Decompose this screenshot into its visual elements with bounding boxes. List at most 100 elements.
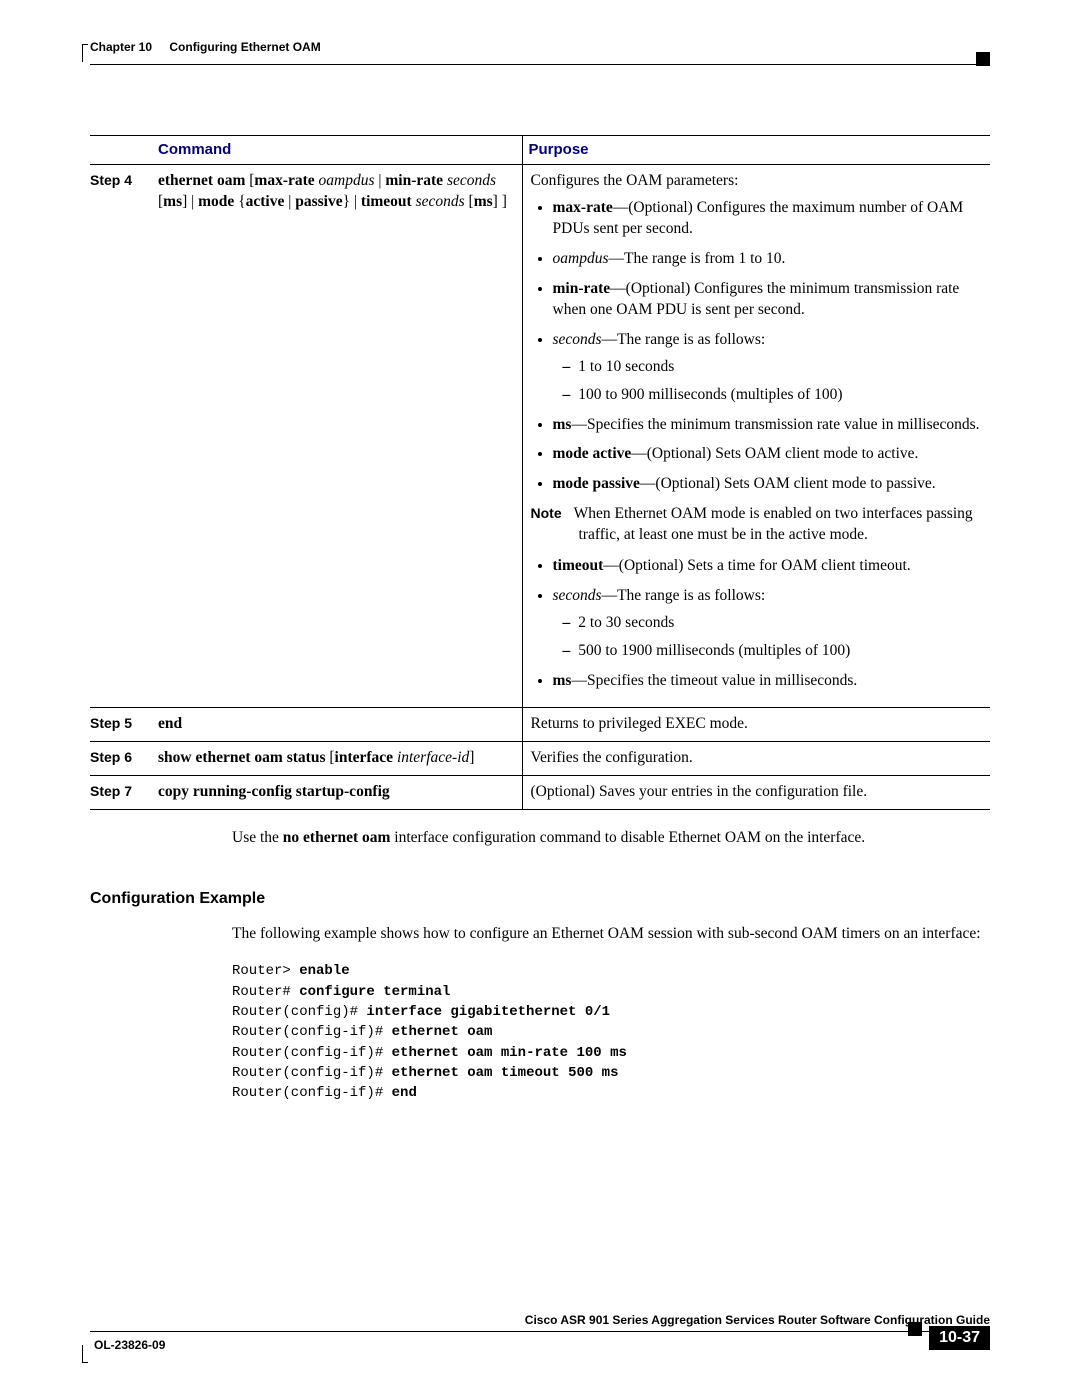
txt: interface configuration command to disab… xyxy=(390,829,865,846)
cmd-txt: | xyxy=(284,193,295,210)
txt: —(Optional) Configures the minimum trans… xyxy=(553,280,960,318)
kw: timeout xyxy=(553,557,604,574)
table-header-row: Command Purpose xyxy=(90,136,990,165)
list-item: seconds—The range is as follows: 1 to 10… xyxy=(553,330,985,406)
page: Chapter 10 Configuring Ethernet OAM Comm… xyxy=(0,0,1080,1397)
cmd-kw: interface xyxy=(335,749,394,766)
list-item: 100 to 900 milliseconds (multiples of 10… xyxy=(581,385,985,406)
code-prompt: Router(config)# xyxy=(232,1004,366,1020)
arg: oampdus xyxy=(553,250,609,267)
cmd-kw: passive xyxy=(295,193,342,210)
footer-crop-mark-icon xyxy=(82,1345,88,1363)
txt: —The range is from 1 to 10. xyxy=(608,250,785,267)
header-marker-icon xyxy=(976,52,990,66)
code-cmd: ethernet oam min-rate 100 ms xyxy=(392,1045,627,1061)
cmd-txt: { xyxy=(234,193,245,210)
list-item: 2 to 30 seconds xyxy=(581,613,985,634)
cmd-kw: timeout xyxy=(361,193,412,210)
cmd-arg: interface-id xyxy=(397,749,469,766)
cmd-kw: no ethernet oam xyxy=(283,829,391,846)
section-heading: Configuration Example xyxy=(90,890,990,908)
code-prompt: Router(config-if)# xyxy=(232,1065,392,1081)
body-paragraph: The following example shows how to confi… xyxy=(232,924,990,945)
list-item: ms—Specifies the minimum transmission ra… xyxy=(553,415,985,436)
kw: mode passive xyxy=(553,475,640,492)
cmd-kw: min-rate xyxy=(385,172,443,189)
cmd-arg: seconds xyxy=(447,172,496,189)
table-header-empty xyxy=(90,136,152,165)
header-chapter-title: Configuring Ethernet OAM xyxy=(156,40,321,54)
list-item: min-rate—(Optional) Configures the minim… xyxy=(553,279,985,321)
list-item: 500 to 1900 milliseconds (multiples of 1… xyxy=(581,641,985,662)
purpose-cell: Configures the OAM parameters: max-rate—… xyxy=(522,165,990,708)
code-prompt: Router(config-if)# xyxy=(232,1085,392,1101)
command-cell: show ethernet oam status [interface inte… xyxy=(152,741,522,775)
cmd-kw: show ethernet oam status xyxy=(158,749,325,766)
cmd-kw: ethernet oam xyxy=(158,172,245,189)
txt: —(Optional) Sets a time for OAM client t… xyxy=(603,557,910,574)
list-item: max-rate—(Optional) Configures the maxim… xyxy=(553,198,985,240)
code-cmd: ethernet oam xyxy=(392,1024,493,1040)
table-row: Step 6 show ethernet oam status [interfa… xyxy=(90,741,990,775)
header-rule xyxy=(90,64,990,65)
kw: max-rate xyxy=(553,199,613,216)
command-cell: copy running-config startup-config xyxy=(152,775,522,809)
table-row: Step 5 end Returns to privileged EXEC mo… xyxy=(90,707,990,741)
code-cmd: ethernet oam timeout 500 ms xyxy=(392,1065,619,1081)
header-chapter-title-text: Configuring Ethernet OAM xyxy=(169,40,320,54)
note-block: NoteWhen Ethernet OAM mode is enabled on… xyxy=(531,504,985,546)
sub-bullets: 1 to 10 seconds 100 to 900 milliseconds … xyxy=(553,357,985,406)
command-cell: end xyxy=(152,707,522,741)
cmd-arg: seconds xyxy=(416,193,465,210)
kw: mode active xyxy=(553,445,632,462)
code-cmd: interface gigabitethernet 0/1 xyxy=(366,1004,610,1020)
purpose-cell: (Optional) Saves your entries in the con… xyxy=(522,775,990,809)
header-crop-mark-icon xyxy=(82,44,88,62)
table-row: Step 7 copy running-config startup-confi… xyxy=(90,775,990,809)
footer-marker-icon xyxy=(908,1322,922,1336)
cmd-txt: [ xyxy=(465,193,474,210)
purpose-cell: Returns to privileged EXEC mode. xyxy=(522,707,990,741)
cmd-arg: oampdus xyxy=(319,172,375,189)
code-cmd: enable xyxy=(299,963,349,979)
code-cmd: end xyxy=(392,1085,417,1101)
list-item: mode passive—(Optional) Sets OAM client … xyxy=(553,474,985,495)
sub-bullets: 2 to 30 seconds 500 to 1900 milliseconds… xyxy=(553,613,985,662)
txt: —The range is as follows: xyxy=(602,587,766,604)
code-cmd: configure terminal xyxy=(299,984,450,1000)
list-item: seconds—The range is as follows: 2 to 30… xyxy=(553,586,985,662)
footer-bar: OL-23826-09 10-37 xyxy=(90,1331,990,1359)
cmd-txt: ] xyxy=(469,749,474,766)
cmd-kw: ms xyxy=(163,193,182,210)
step-label: Step 7 xyxy=(90,775,152,809)
cmd-kw: mode xyxy=(198,193,234,210)
step-label: Step 6 xyxy=(90,741,152,775)
list-item: oampdus—The range is from 1 to 10. xyxy=(553,249,985,270)
txt: —Specifies the timeout value in millisec… xyxy=(571,672,857,689)
purpose-bullets: max-rate—(Optional) Configures the maxim… xyxy=(531,198,985,495)
cmd-kw: ms xyxy=(474,193,493,210)
cmd-txt: ] ] xyxy=(493,193,507,210)
code-prompt: Router(config-if)# xyxy=(232,1045,392,1061)
command-table: Command Purpose Step 4 ethernet oam [max… xyxy=(90,135,990,810)
footer-doc-number: OL-23826-09 xyxy=(94,1338,165,1352)
body-paragraph: Use the no ethernet oam interface config… xyxy=(232,828,990,849)
txt: —The range is as follows: xyxy=(602,331,766,348)
cmd-kw: max-rate xyxy=(254,172,314,189)
header-chapter-label: Chapter 10 xyxy=(90,40,152,54)
list-item: mode active—(Optional) Sets OAM client m… xyxy=(553,444,985,465)
txt: —(Optional) Configures the maximum numbe… xyxy=(553,199,964,237)
page-footer: Cisco ASR 901 Series Aggregation Service… xyxy=(90,1331,990,1359)
kw: ms xyxy=(553,672,572,689)
code-prompt: Router(config-if)# xyxy=(232,1024,392,1040)
cmd-txt: | xyxy=(375,172,386,189)
code-prompt: Router# xyxy=(232,984,299,1000)
kw: min-rate xyxy=(553,280,611,297)
command-cell: ethernet oam [ max-rate oampdus | min-rat… xyxy=(152,165,522,708)
step-label: Step 5 xyxy=(90,707,152,741)
note-label: Note xyxy=(531,505,562,521)
arg: seconds xyxy=(553,587,602,604)
list-item: ms—Specifies the timeout value in millis… xyxy=(553,671,985,692)
txt: —(Optional) Sets OAM client mode to acti… xyxy=(631,445,918,462)
list-item: timeout—(Optional) Sets a time for OAM c… xyxy=(553,556,985,577)
